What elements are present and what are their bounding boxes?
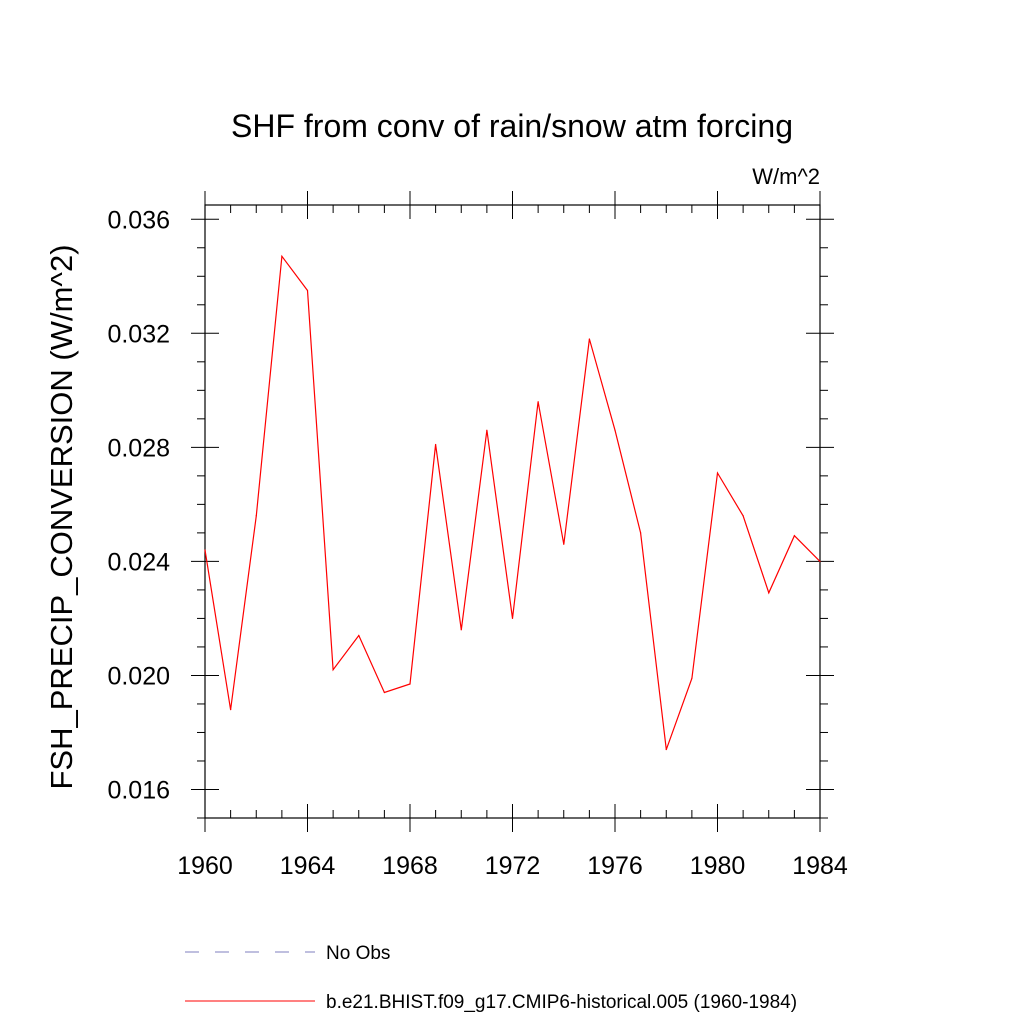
data-point (204, 549, 206, 551)
data-point (588, 338, 590, 340)
data-point (691, 677, 693, 679)
data-point (614, 429, 616, 431)
data-point (409, 683, 411, 685)
legend-label-no-obs: No Obs (326, 943, 390, 964)
data-point (742, 515, 744, 517)
data-point (537, 401, 539, 403)
y-axis-label: FSH_PRECIP_CONVERSION (W/m^2) (44, 244, 79, 789)
y-tick-label: 0.036 (107, 206, 170, 234)
x-tick-label: 1964 (280, 852, 336, 880)
data-point (460, 629, 462, 631)
data-point (511, 617, 514, 620)
x-tick-label: 1976 (587, 852, 643, 880)
data-point (230, 709, 232, 711)
data-point (358, 634, 360, 637)
data-point (332, 669, 334, 671)
data-point (640, 532, 642, 534)
data-point (563, 543, 565, 545)
y-tick-label: 0.016 (107, 776, 170, 804)
y-minor-ticks (197, 247, 828, 819)
x-minor-ticks (230, 205, 795, 818)
series-line-0 (204, 254, 821, 750)
y-tick-label: 0.032 (107, 320, 170, 348)
data-point (793, 535, 795, 537)
y-axis-ticks: 0.016 0.020 0.024 0.028 0.032 0.036 (107, 206, 834, 804)
x-tick-label: 1984 (792, 852, 848, 880)
x-tick-label: 1968 (382, 852, 438, 880)
data-point (255, 515, 257, 517)
legend: No Obs b.e21.BHIST.f09_g17.CMIP6-histori… (185, 943, 797, 1013)
data-point (281, 255, 283, 257)
data-point (383, 691, 385, 694)
x-tick-label: 1960 (177, 852, 233, 880)
data-point (716, 472, 719, 474)
x-tick-label: 1972 (485, 852, 541, 880)
data-point (306, 289, 309, 292)
y-tick-label: 0.028 (107, 434, 170, 462)
units-label: W/m^2 (752, 164, 820, 189)
data-point (819, 560, 821, 562)
y-tick-label: 0.020 (107, 662, 170, 690)
data-point (665, 748, 667, 751)
chart-title: SHF from conv of rain/snow atm forcing (231, 108, 793, 144)
data-point (435, 443, 437, 446)
series-layer (204, 254, 821, 751)
x-axis-ticks: 1960 1964 1968 1972 1976 1980 1984 (177, 191, 848, 880)
y-tick-label: 0.024 (107, 548, 170, 576)
x-tick-label: 1980 (690, 852, 746, 880)
legend-label-model: b.e21.BHIST.f09_g17.CMIP6-historical.005… (326, 992, 797, 1013)
data-point (768, 592, 770, 594)
data-point (486, 429, 488, 431)
plot-frame (204, 204, 821, 819)
